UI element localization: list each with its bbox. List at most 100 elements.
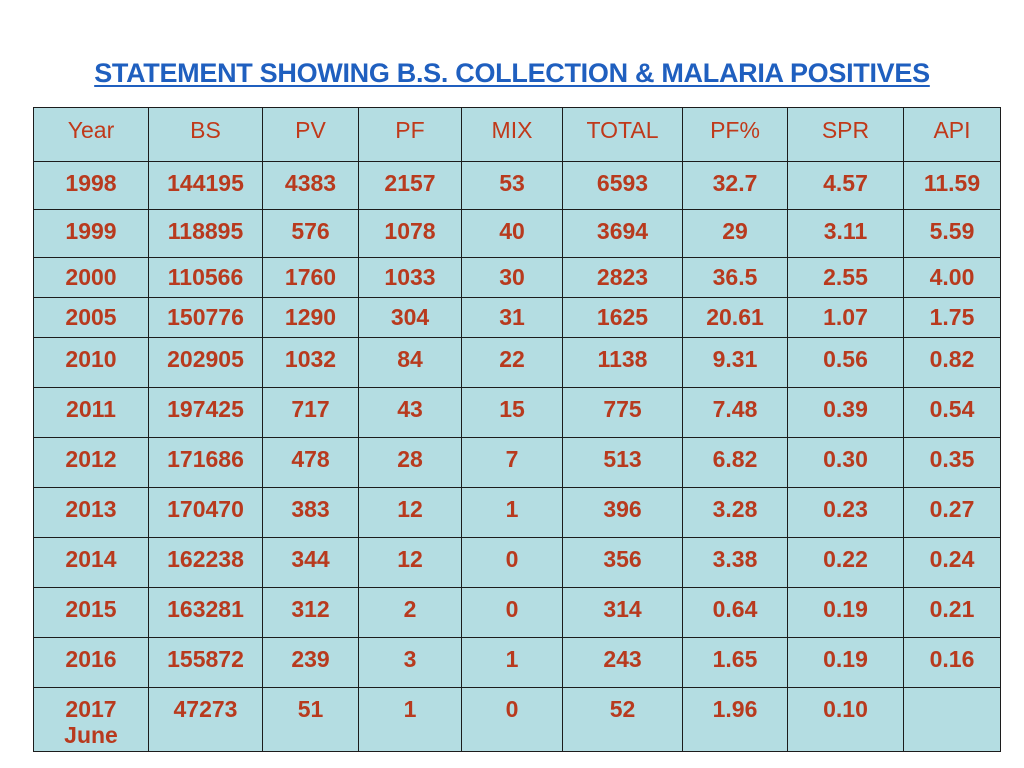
cell-pf-percent: 1.65 [682, 637, 788, 688]
table-row: 2012 171686 478 28 7 513 6.82 0.30 0.35 [33, 437, 1001, 488]
table-row: 2014 162238 344 12 0 356 3.38 0.22 0.24 [33, 537, 1001, 588]
cell-api: 0.24 [903, 537, 1001, 588]
cell-bs: 144195 [148, 161, 263, 210]
cell-spr: 4.57 [787, 161, 904, 210]
header-cell-api: API [903, 107, 1001, 162]
header-row: Year BS PV PF MIX TOTAL PF% SPR API [33, 107, 1001, 162]
cell-api: 0.54 [903, 387, 1001, 438]
cell-bs: 155872 [148, 637, 263, 688]
cell-api [903, 687, 1001, 752]
header-cell-total: TOTAL [562, 107, 683, 162]
cell-pv: 1290 [262, 297, 359, 338]
cell-total: 52 [562, 687, 683, 752]
cell-pf-percent: 3.28 [682, 487, 788, 538]
cell-api: 0.82 [903, 337, 1001, 388]
cell-api: 0.27 [903, 487, 1001, 538]
cell-pf: 84 [358, 337, 462, 388]
table-row: 2016 155872 239 3 1 243 1.65 0.19 0.16 [33, 637, 1001, 688]
cell-bs: 197425 [148, 387, 263, 438]
cell-year: 2016 [33, 637, 149, 688]
cell-year: 2014 [33, 537, 149, 588]
cell-year: 2010 [33, 337, 149, 388]
cell-mix: 15 [461, 387, 563, 438]
cell-pf-percent: 36.5 [682, 257, 788, 298]
cell-pf-percent: 32.7 [682, 161, 788, 210]
table-row: 2010 202905 1032 84 22 1138 9.31 0.56 0.82 [33, 337, 1001, 388]
cell-pf-percent: 9.31 [682, 337, 788, 388]
cell-pf-percent: 20.61 [682, 297, 788, 338]
cell-total: 3694 [562, 209, 683, 258]
cell-pf-percent: 3.38 [682, 537, 788, 588]
cell-pf-percent: 6.82 [682, 437, 788, 488]
cell-pv: 344 [262, 537, 359, 588]
cell-pv: 4383 [262, 161, 359, 210]
cell-spr: 0.19 [787, 637, 904, 688]
cell-pf-percent: 7.48 [682, 387, 788, 438]
cell-api: 0.35 [903, 437, 1001, 488]
page-title-text: STATEMENT SHOWING B.S. COLLECTION & MALA… [94, 58, 930, 88]
cell-total: 243 [562, 637, 683, 688]
header-cell-mix: MIX [461, 107, 563, 162]
cell-spr: 0.56 [787, 337, 904, 388]
cell-mix: 30 [461, 257, 563, 298]
cell-spr: 0.22 [787, 537, 904, 588]
cell-bs: 150776 [148, 297, 263, 338]
table-body: 1998 144195 4383 2157 53 6593 32.7 4.57 11.59 199… [33, 161, 1001, 752]
cell-mix: 0 [461, 687, 563, 752]
cell-year: 2013 [33, 487, 149, 538]
cell-mix: 1 [461, 487, 563, 538]
table-row: 2011 197425 717 43 15 775 7.48 0.39 0.54 [33, 387, 1001, 438]
header-cell-year: Year [33, 107, 149, 162]
cell-bs: 170470 [148, 487, 263, 538]
cell-bs: 162238 [148, 537, 263, 588]
cell-spr: 1.07 [787, 297, 904, 338]
cell-api: 0.16 [903, 637, 1001, 688]
cell-pv: 383 [262, 487, 359, 538]
cell-api: 11.59 [903, 161, 1001, 210]
cell-pv: 1760 [262, 257, 359, 298]
cell-total: 2823 [562, 257, 683, 298]
cell-api: 5.59 [903, 209, 1001, 258]
header-cell-pf-percent: PF% [682, 107, 788, 162]
cell-spr: 0.30 [787, 437, 904, 488]
header-cell-pv: PV [262, 107, 359, 162]
cell-pf: 12 [358, 487, 462, 538]
cell-mix: 53 [461, 161, 563, 210]
cell-api: 4.00 [903, 257, 1001, 298]
cell-pv: 239 [262, 637, 359, 688]
cell-mix: 0 [461, 537, 563, 588]
cell-api: 0.21 [903, 587, 1001, 638]
cell-pv: 576 [262, 209, 359, 258]
cell-total: 1625 [562, 297, 683, 338]
table-row: 1998 144195 4383 2157 53 6593 32.7 4.57 11.59 [33, 161, 1001, 210]
cell-pf: 28 [358, 437, 462, 488]
table-row: 2017 June 47273 51 1 0 52 1.96 0.10 [33, 687, 1001, 752]
cell-bs: 118895 [148, 209, 263, 258]
cell-pv: 717 [262, 387, 359, 438]
cell-pf-percent: 1.96 [682, 687, 788, 752]
cell-mix: 31 [461, 297, 563, 338]
cell-total: 356 [562, 537, 683, 588]
cell-year: 2012 [33, 437, 149, 488]
cell-year: 2011 [33, 387, 149, 438]
cell-bs: 110566 [148, 257, 263, 298]
cell-mix: 22 [461, 337, 563, 388]
table-row: 2013 170470 383 12 1 396 3.28 0.23 0.27 [33, 487, 1001, 538]
cell-pv: 312 [262, 587, 359, 638]
table-row: 1999 118895 576 1078 40 3694 29 3.11 5.59 [33, 209, 1001, 258]
table-row: 2005 150776 1290 304 31 1625 20.61 1.07 1.75 [33, 297, 1001, 338]
cell-pv: 51 [262, 687, 359, 752]
cell-year: 2015 [33, 587, 149, 638]
cell-bs: 171686 [148, 437, 263, 488]
table-row: 2015 163281 312 2 0 314 0.64 0.19 0.21 [33, 587, 1001, 638]
cell-total: 1138 [562, 337, 683, 388]
cell-year: 2005 [33, 297, 149, 338]
cell-year: 1998 [33, 161, 149, 210]
cell-mix: 0 [461, 587, 563, 638]
cell-pf: 1078 [358, 209, 462, 258]
cell-pf: 12 [358, 537, 462, 588]
cell-total: 396 [562, 487, 683, 538]
header-cell-pf: PF [358, 107, 462, 162]
cell-bs: 202905 [148, 337, 263, 388]
